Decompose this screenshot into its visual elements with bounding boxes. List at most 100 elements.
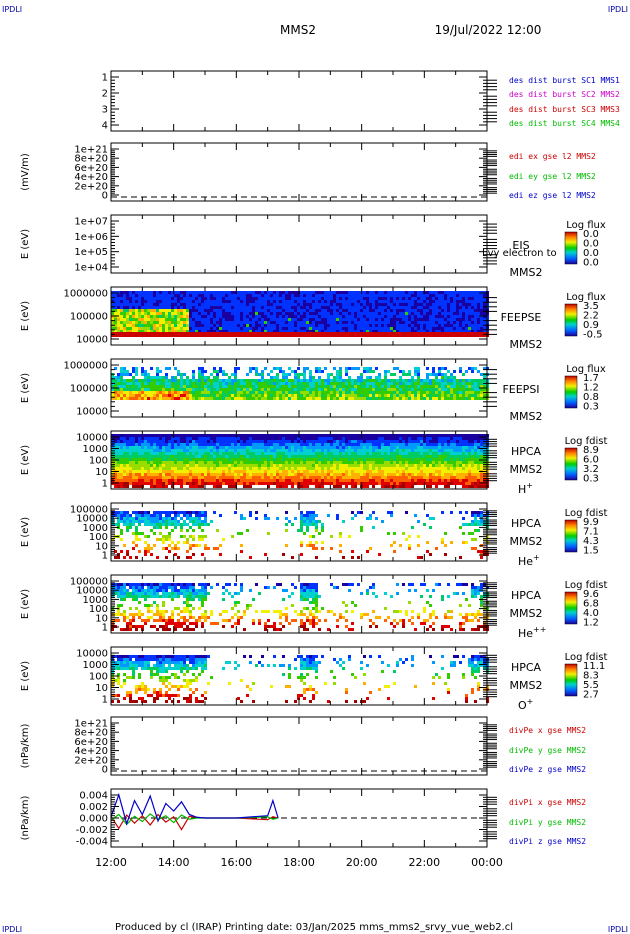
y-axis-label: E (eV)	[20, 373, 31, 403]
legend-entry: divPi y gse MMS2	[509, 818, 586, 827]
spacecraft-name: MMS2	[510, 266, 543, 279]
colorbar-tick-label: 6.0	[583, 455, 599, 466]
instrument-name: HPCA	[511, 445, 542, 458]
y-tick-label: 1e+04	[74, 263, 108, 274]
y-tick-label: 1e+07	[74, 217, 108, 228]
colorbar-tick-label: 1.2	[583, 618, 599, 629]
colorbar	[564, 663, 578, 697]
colorbar-tick-label: 4.3	[583, 536, 599, 547]
spacecraft-name: MMS2	[510, 338, 543, 351]
instrument-name: EIS	[512, 239, 529, 252]
instrument-name: FEEPSI	[502, 383, 539, 396]
spacecraft-name: MMS2	[510, 535, 543, 548]
y-tick-label: 0.000	[79, 814, 108, 825]
legend-entry: divPi z gse MMS2	[509, 837, 586, 846]
legend-entry: des dist burst SC1 MMS1	[509, 76, 620, 85]
colorbar-tick-label: 9.9	[583, 517, 599, 528]
spectrogram-HPCA-MMS2-Heplusplus	[111, 583, 489, 631]
colorbar-tick-label: 5.5	[583, 680, 599, 691]
time-tick-label: 00:00	[471, 856, 503, 869]
colorbar	[564, 519, 578, 553]
legend-entry: edi ex gse l2 MMS2	[509, 152, 596, 161]
spectrogram-HPCA-MMS2-Oplus	[111, 655, 489, 703]
y-tick-label: 0.004	[79, 791, 108, 802]
colorbar-title: Log fdist	[565, 652, 608, 663]
legend-entry: edi ey gse l2 MMS2	[509, 172, 596, 181]
series-line-1	[110, 813, 279, 831]
y-tick-label: 4e+20	[74, 172, 108, 183]
y-tick-label: 100000	[70, 505, 108, 516]
colorbar-title: Log fdist	[565, 436, 608, 447]
colorbar-tick-label: 0.3	[583, 474, 599, 485]
y-tick-label: 1e+21	[74, 719, 108, 730]
y-axis-label: (nPa/km)	[20, 796, 31, 841]
plot-frame	[110, 142, 488, 202]
plot-frame	[110, 70, 488, 132]
y-axis-label: E (eV)	[20, 229, 31, 259]
time-tick-label: 20:00	[346, 856, 378, 869]
colorbar	[564, 303, 578, 337]
y-axis-label: E (eV)	[20, 445, 31, 475]
colorbar-tick-label: 0.3	[583, 402, 599, 413]
y-tick-label: 0	[102, 765, 108, 776]
instrument-name: FEEPSE	[501, 311, 542, 324]
y-tick-label: 0	[102, 191, 108, 202]
legend-entry: des dist burst SC2 MMS2	[509, 90, 620, 99]
y-tick-label: 100000	[70, 577, 108, 588]
y-axis-label: E (eV)	[20, 661, 31, 691]
y-tick-label: 4	[102, 121, 108, 132]
legend-entry: des dist burst SC4 MMS4	[509, 119, 620, 128]
y-tick-label: 100	[89, 532, 108, 543]
colorbar	[564, 375, 578, 409]
y-axis-label: (mV/m)	[20, 153, 31, 191]
series-line-3	[110, 792, 279, 826]
y-tick-label: 100000	[70, 312, 108, 323]
colorbar-title: Log flux	[566, 220, 606, 231]
colorbar-tick-label: 9.6	[583, 589, 599, 600]
species-label: O+	[518, 697, 533, 712]
colorbar-tick-label: 4.0	[583, 608, 599, 619]
legend-entry: divPe x gse MMS2	[509, 726, 586, 735]
colorbar-tick-label: 1.7	[583, 373, 599, 384]
colorbar-tick-label: 0.0	[583, 248, 599, 259]
spacecraft-name: MMS2	[510, 607, 543, 620]
spectrogram-FEEPSE-MMS2	[111, 291, 489, 337]
colorbar-tick-label: 3.2	[583, 464, 599, 475]
colorbar-tick-label: 3.5	[583, 301, 599, 312]
time-tick-label: 14:00	[158, 856, 190, 869]
colorbar-title: Log fdist	[565, 580, 608, 591]
y-tick-label: 100000	[70, 384, 108, 395]
y-tick-label: 10000	[76, 335, 108, 346]
colorbar-title: Log flux	[566, 364, 606, 375]
colorbar-tick-label: 0.0	[583, 229, 599, 240]
y-tick-label: 1000	[83, 444, 108, 455]
y-tick-label: 1000	[83, 523, 108, 534]
legend-entry: edi ez gse l2 MMS2	[509, 191, 596, 200]
species-label: He+	[518, 553, 540, 568]
y-tick-label: 10	[95, 613, 108, 624]
species-charge: ++	[533, 625, 546, 634]
y-tick-label: 2e+20	[74, 755, 108, 766]
y-tick-label: -0.004	[76, 837, 108, 848]
header-datetime: 19/Jul/2022 12:00	[435, 23, 542, 37]
colorbar-tick-label: 2.7	[583, 690, 599, 701]
legend-entry: divPi x gse MMS2	[509, 798, 586, 807]
colorbar-tick-label: 2.2	[583, 311, 599, 322]
legend-entry: divPe z gse MMS2	[509, 765, 586, 774]
y-tick-label: 1e+06	[74, 232, 108, 243]
footer-credits: Produced by cl (IRAP) Printing date: 03/…	[115, 922, 513, 933]
colorbar-title: Log flux	[566, 292, 606, 303]
colorbar-tick-label: 7.1	[583, 527, 599, 538]
y-tick-label: -0.002	[76, 825, 108, 836]
y-tick-label: 1	[102, 73, 108, 84]
y-axis-label: (nPa/km)	[20, 724, 31, 769]
time-tick-label: 18:00	[283, 856, 315, 869]
y-tick-label: 4e+20	[74, 746, 108, 757]
panel-1: 1 2 3 4 des dist burst SC1 MMS1 des dist burs…	[102, 70, 620, 132]
colorbar-tick-label: 0.9	[583, 320, 599, 331]
corner-label-bl: IPDLI	[2, 925, 22, 934]
